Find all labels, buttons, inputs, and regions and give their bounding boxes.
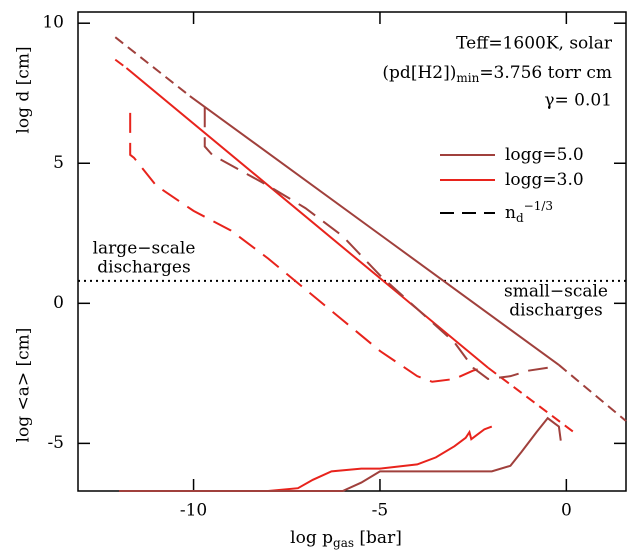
- annotation-part: (pd[H2]): [382, 63, 456, 83]
- annotation: (pd[H2])min=3.756 torr cm: [382, 63, 612, 85]
- x-axis-label: log pgas [bar]: [290, 528, 402, 550]
- region-label: large−scale: [93, 239, 196, 259]
- y-axis-label: log <a> [cm]: [14, 328, 34, 443]
- x-tick-label: -10: [180, 501, 207, 521]
- x-tick-label: -5: [372, 501, 389, 521]
- data-line: [487, 366, 575, 433]
- y-tick-label: 10: [42, 13, 64, 33]
- data-line: [129, 112, 485, 383]
- legend-label-part: d: [516, 211, 524, 225]
- legend-label: nd−1/3: [505, 199, 553, 225]
- y-tick-label: -5: [47, 433, 64, 453]
- region-label: small−scale: [504, 282, 608, 302]
- legend-label-part: n: [505, 203, 516, 223]
- legend-label-part: logg=5.0: [505, 145, 584, 165]
- region-label: discharges: [97, 258, 190, 278]
- annotation: Teff=1600K, solar: [456, 34, 613, 54]
- region-label: discharges: [509, 301, 602, 321]
- y-axis-label: log d [cm]: [14, 46, 34, 133]
- data-line: [189, 95, 560, 366]
- x-axis-label-part: log p: [290, 528, 333, 548]
- data-line: [125, 67, 489, 369]
- y-tick-label: 5: [53, 153, 64, 173]
- y-tick-label: 0: [53, 293, 64, 313]
- plot-frame: [77, 11, 627, 492]
- data-line: [126, 425, 493, 492]
- legend-label: logg=3.0: [505, 170, 584, 190]
- data-line: [558, 364, 627, 422]
- annotation-part: min: [456, 71, 479, 85]
- annotation-part: =3.756 torr cm: [479, 63, 612, 83]
- x-axis-label-part: gas: [333, 536, 354, 550]
- data-line: [114, 58, 128, 69]
- x-tick-label: 0: [561, 501, 572, 521]
- data-line: [114, 36, 191, 97]
- data-line: [119, 416, 562, 492]
- legend-label-part: logg=3.0: [505, 170, 584, 190]
- legend-label-part: −1/3: [524, 199, 553, 213]
- legend-label: logg=5.0: [505, 145, 584, 165]
- x-axis-label-part: [bar]: [354, 528, 402, 548]
- annotation: γ= 0.01: [544, 91, 612, 111]
- data-line: [203, 107, 548, 380]
